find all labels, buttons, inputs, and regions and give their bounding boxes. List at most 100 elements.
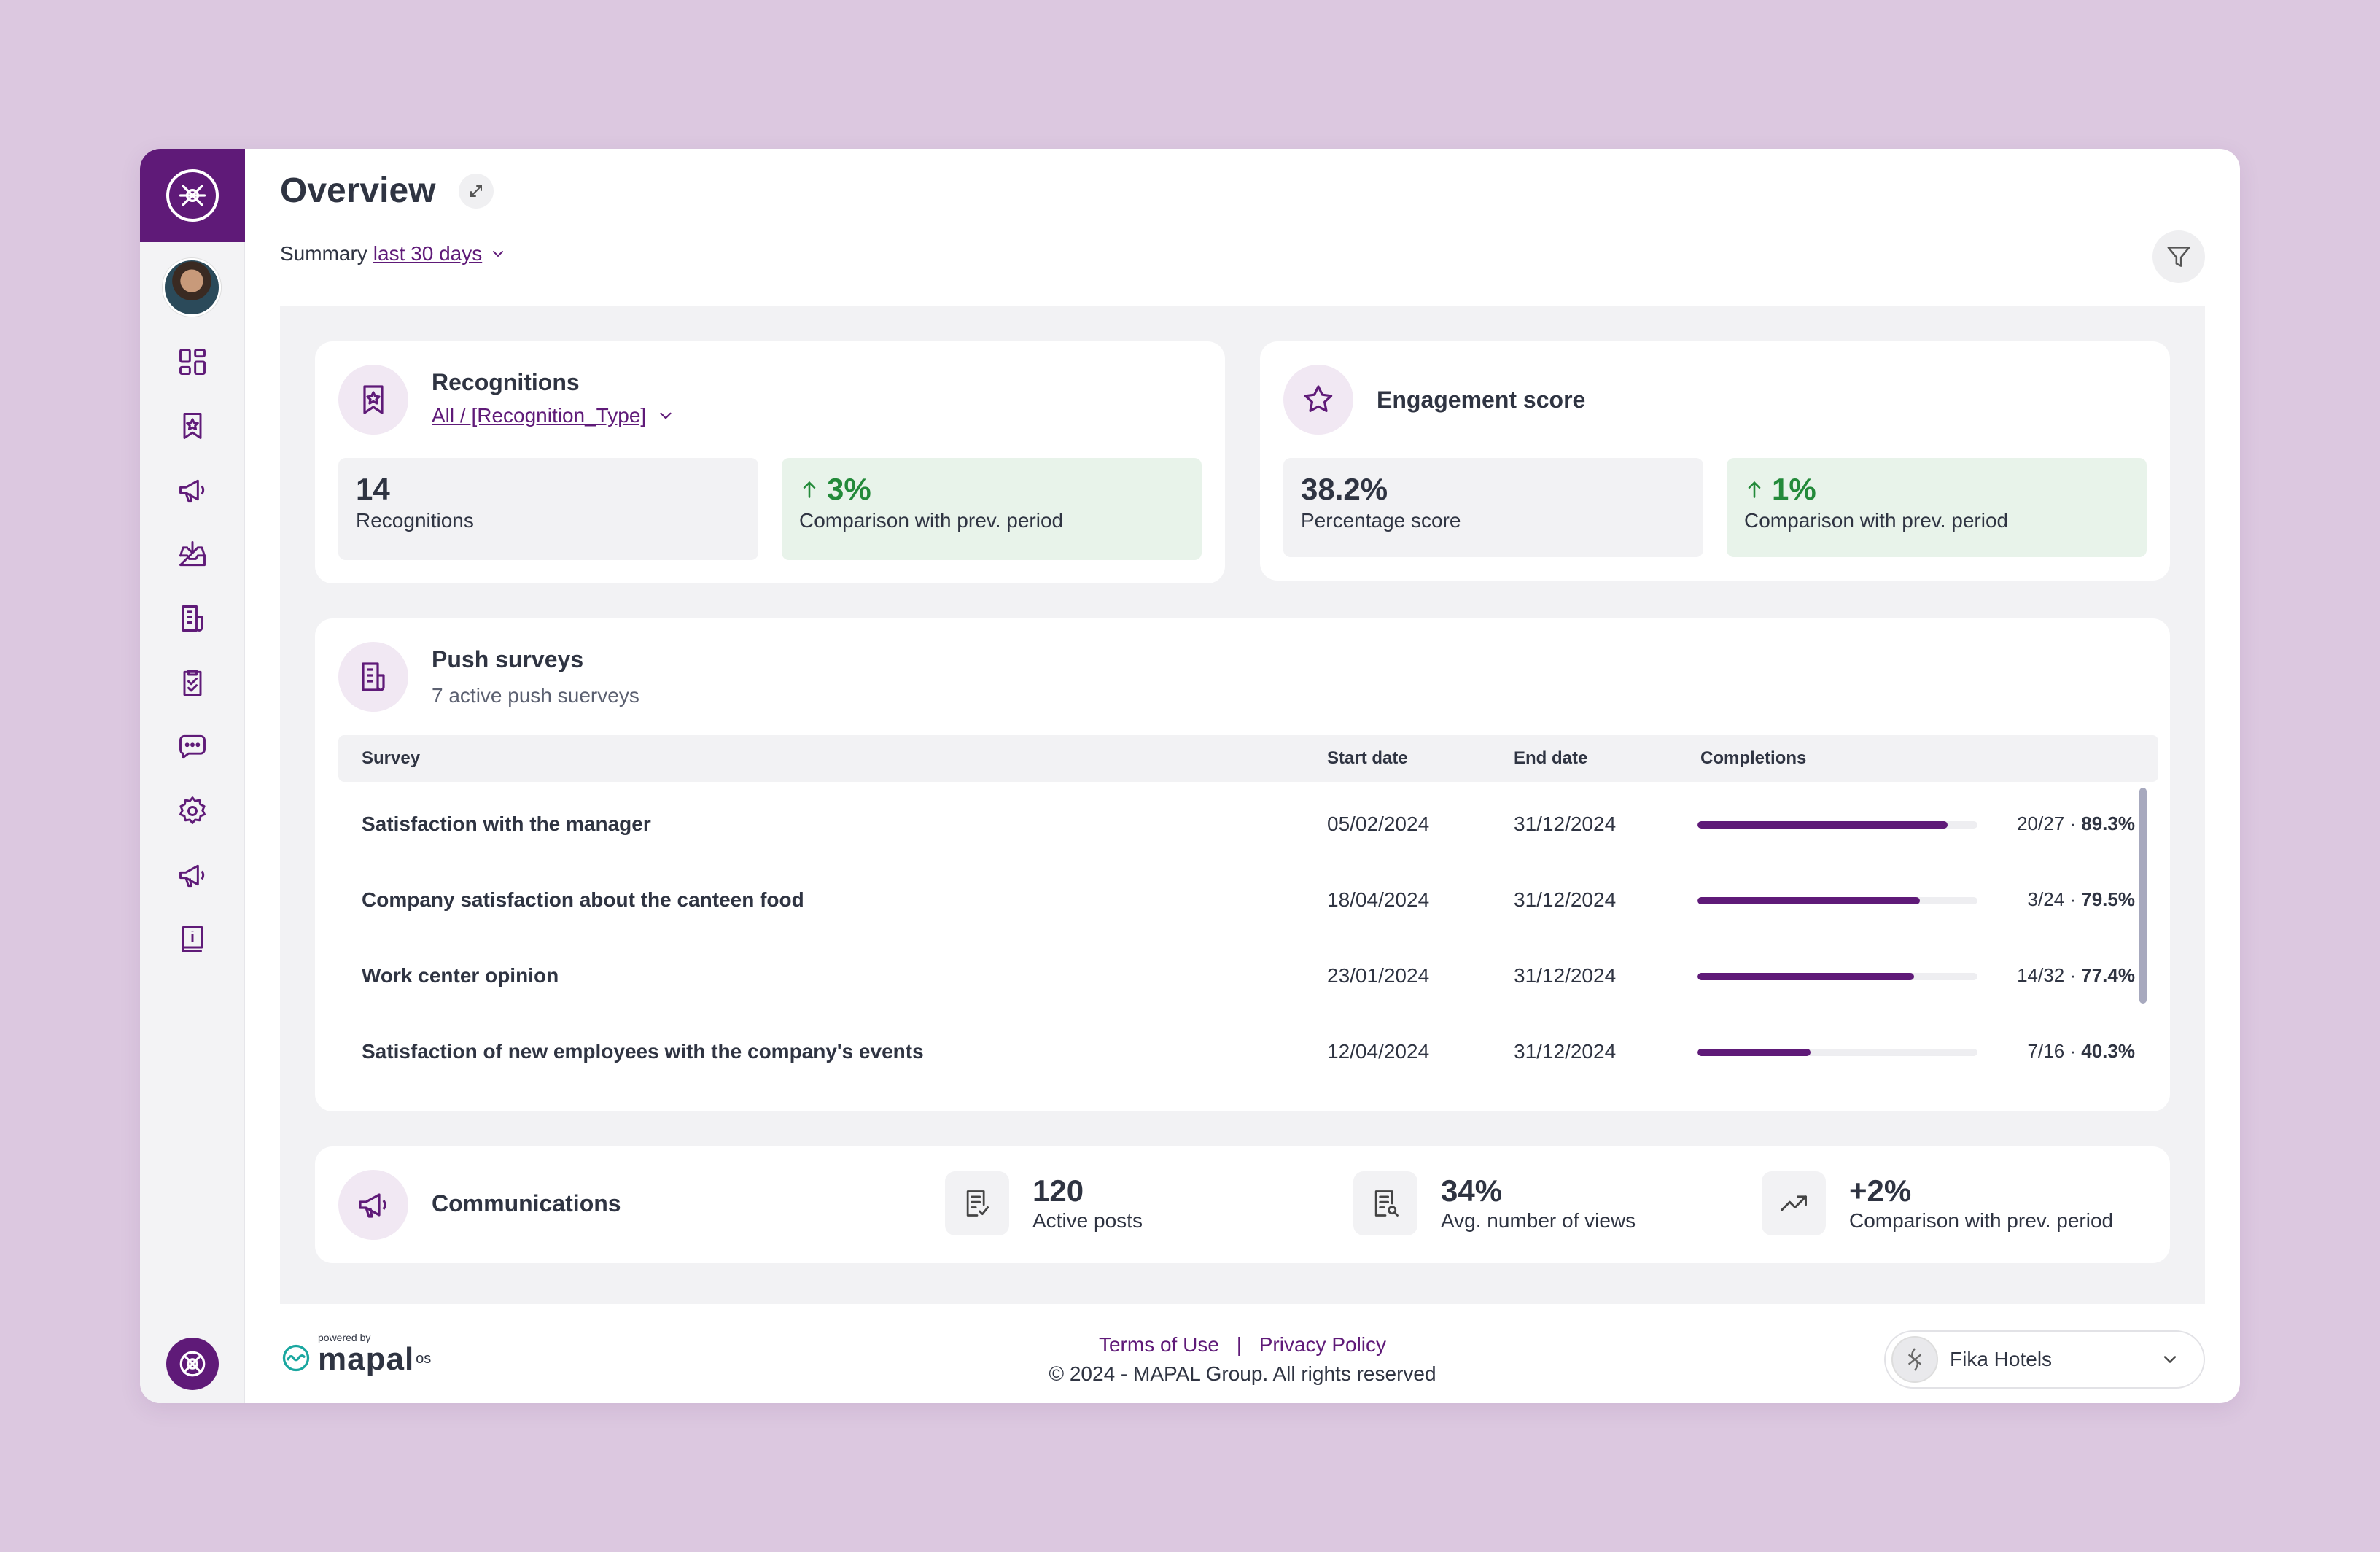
comparison-value: +2% — [1849, 1173, 1912, 1208]
completion-ratio: 20/27 · — [2017, 812, 2082, 834]
engagement-change-stat: 1% Comparison with prev. period — [1727, 458, 2147, 557]
completion-ratio: 14/32 · — [2017, 964, 2082, 986]
completion-value: 14/32 · 77.4% — [2017, 964, 2135, 987]
chevron-down-icon — [2163, 1356, 2177, 1364]
sidebar-item-announcements[interactable] — [140, 843, 245, 907]
chat-icon — [179, 734, 206, 759]
engagement-card: Engagement score 38.2% Percentage score … — [1260, 341, 2170, 581]
sidebar-item-inbox[interactable] — [140, 522, 245, 586]
table-scrollbar[interactable] — [2139, 788, 2147, 1004]
recognitions-count-label: Recognitions — [356, 509, 474, 532]
completion-percent: 40.3% — [2081, 1040, 2135, 1062]
sidebar-item-chat[interactable] — [140, 715, 245, 779]
powered-by-mapal-logo: powered by mapal os — [280, 1332, 432, 1380]
filter-button[interactable] — [2152, 230, 2205, 283]
page-title: Overview — [280, 171, 436, 210]
views-icon — [1374, 1190, 1399, 1217]
sidebar-item-info[interactable] — [140, 907, 245, 971]
info-book-icon — [182, 926, 203, 952]
active-posts-stat: 120 Active posts — [945, 1171, 1143, 1235]
megaphone-icon — [179, 479, 205, 503]
end-date: 31/12/2024 — [1514, 888, 1617, 911]
sidebar-item-documents[interactable] — [140, 586, 245, 651]
company-logo — [1891, 1336, 1938, 1383]
mapal-app-switcher-button[interactable] — [166, 1338, 219, 1390]
recognition-icon — [183, 413, 202, 439]
sidebar-item-settings[interactable] — [140, 779, 245, 843]
completion-bar — [1698, 973, 1978, 980]
mapal-wave-icon — [282, 1344, 310, 1372]
completion-value: 3/24 · 79.5% — [2028, 888, 2135, 911]
survey-table-header: Survey Start date End date Completions — [338, 735, 2158, 782]
completion-percent: 77.4% — [2081, 964, 2135, 986]
completion-percent: 89.3% — [2081, 812, 2135, 834]
engagement-change-label: Comparison with prev. period — [1744, 509, 2009, 532]
sidebar — [140, 149, 245, 1403]
completion-bar — [1698, 1049, 1978, 1056]
avg-views-label: Avg. number of views — [1441, 1209, 1636, 1233]
terms-of-use-link[interactable]: Terms of Use — [1098, 1333, 1219, 1356]
copyright-text: © 2024 - MAPAL Group. All rights reserve… — [1049, 1362, 1436, 1385]
engagement-score-value: 38.2% — [1301, 472, 1388, 506]
arrow-up-icon — [1748, 481, 1761, 498]
summary-period-selector: Summary last 30 days — [280, 242, 507, 265]
completion-value: 20/27 · 89.3% — [2017, 812, 2135, 835]
company-selector[interactable]: Fika Hotels — [1884, 1330, 2205, 1389]
company-name: Fika Hotels — [1950, 1348, 2053, 1370]
footer-links: Terms of Use | Privacy Policy © 2024 - M… — [245, 1333, 2240, 1386]
recognitions-count-stat: 14 Recognitions — [338, 458, 758, 560]
completion-percent: 79.5% — [2081, 888, 2135, 910]
period-dropdown[interactable]: last 30 days — [373, 242, 483, 265]
footer-separator: | — [1236, 1333, 1242, 1356]
chevron-down-icon[interactable] — [489, 245, 507, 263]
sidebar-item-communications[interactable] — [140, 458, 245, 522]
user-avatar[interactable] — [163, 258, 221, 317]
brand-logo-button[interactable] — [140, 149, 245, 242]
clipboard-check-icon — [183, 670, 202, 696]
column-start-date[interactable]: Start date — [1327, 748, 1408, 768]
completion-bar-fill — [1698, 1049, 1811, 1056]
column-survey[interactable]: Survey — [362, 748, 421, 768]
sidebar-item-dashboard[interactable] — [140, 330, 245, 394]
engagement-icon-badge — [1283, 365, 1353, 435]
expand-button[interactable] — [459, 173, 494, 209]
start-date: 12/04/2024 — [1327, 1040, 1430, 1063]
recognition-type-dropdown[interactable]: All / [Recognition_Type] — [432, 404, 675, 427]
privacy-policy-link[interactable]: Privacy Policy — [1259, 1333, 1387, 1356]
sidebar-item-surveys[interactable] — [140, 651, 245, 715]
survey-name: Satisfaction with the manager — [362, 812, 651, 835]
megaphone-icon — [359, 1193, 386, 1218]
start-date: 18/04/2024 — [1327, 888, 1430, 911]
trend-up-icon — [1781, 1195, 1807, 1211]
table-row[interactable]: Satisfaction of new employees with the c… — [338, 1015, 2158, 1091]
expand-icon — [470, 185, 483, 197]
filter-icon — [2167, 247, 2190, 267]
mapal-os-suffix: os — [416, 1351, 432, 1367]
table-row[interactable]: Work center opinion 23/01/2024 31/12/202… — [338, 939, 2158, 1015]
completion-value: 7/16 · 40.3% — [2028, 1040, 2135, 1063]
recognitions-change-stat: 3% Comparison with prev. period — [782, 458, 1202, 560]
powered-by-label: powered by — [318, 1332, 371, 1343]
recognitions-change-value: 3% — [827, 472, 871, 506]
completion-ratio: 7/16 · — [2027, 1040, 2082, 1062]
recognition-icon — [363, 385, 384, 414]
main-content: Overview Summary last 30 days — [245, 149, 2240, 1403]
arrow-up-icon — [803, 481, 816, 498]
column-completions[interactable]: Completions — [1700, 748, 1807, 768]
table-row[interactable]: Satisfaction with the manager 05/02/2024… — [338, 788, 2158, 864]
communications-title: Communications — [432, 1190, 621, 1217]
company-emblem-icon — [1908, 1348, 1922, 1371]
column-end-date[interactable]: End date — [1514, 748, 1588, 768]
star-icon — [1304, 385, 1333, 412]
summary-label: Summary — [280, 242, 368, 265]
chevron-down-icon — [660, 412, 672, 419]
active-posts-value: 120 — [1032, 1173, 1084, 1208]
completion-bar-fill — [1698, 973, 1915, 980]
document-icon — [182, 605, 203, 632]
sidebar-nav — [140, 330, 244, 971]
table-row[interactable]: Company satisfaction about the canteen f… — [338, 864, 2158, 939]
sidebar-item-recognitions[interactable] — [140, 394, 245, 458]
completion-bar — [1698, 897, 1978, 904]
completion-bar-fill — [1698, 821, 1948, 829]
end-date: 31/12/2024 — [1514, 1040, 1617, 1063]
